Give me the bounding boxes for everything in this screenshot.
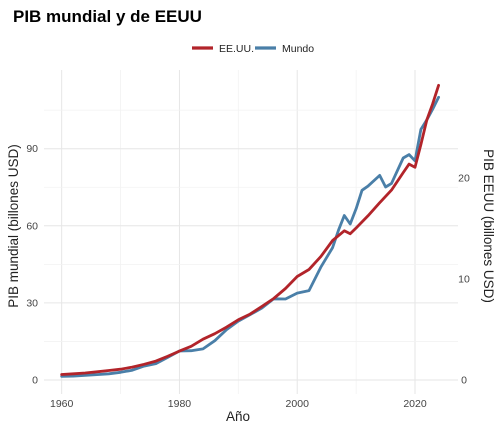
y-axis-title: PIB mundial (billones USD) [6, 144, 21, 308]
x-axis-ticks: 1960 1980 2000 2020 [50, 398, 427, 410]
series-line-eeuu [60, 83, 441, 376]
y2-tick-label: 0 [461, 375, 467, 387]
y-axis-ticks: 0 30 60 90 [26, 143, 38, 386]
series-line-mundo [60, 95, 441, 378]
y-tick-label: 90 [26, 143, 38, 155]
y2-tick-label: 10 [458, 274, 470, 286]
x-tick-label: 2000 [286, 398, 310, 410]
legend-label-mundo: Mundo [282, 43, 314, 55]
legend-label-eeuu: EE.UU. [219, 43, 254, 55]
x-tick-label: 1960 [50, 398, 74, 410]
y2-axis-ticks: 0 10 20 [458, 173, 470, 387]
y2-axis-title: PIB EEUU (billones USD) [481, 149, 496, 303]
grid [44, 70, 458, 394]
series-lines [60, 83, 441, 378]
legend: EE.UU. Mundo [192, 43, 314, 55]
y-tick-label: 60 [26, 220, 38, 232]
legend-item-eeuu: EE.UU. [192, 43, 254, 55]
y-tick-label: 0 [32, 375, 38, 387]
y-tick-label: 30 [26, 297, 38, 309]
x-axis-title: Año [226, 409, 250, 424]
x-tick-label: 1980 [168, 398, 192, 410]
legend-item-mundo: Mundo [255, 43, 314, 55]
y2-tick-label: 20 [458, 173, 470, 185]
chart-title: PIB mundial y de EEUU [13, 7, 202, 26]
x-tick-label: 2020 [403, 398, 427, 410]
